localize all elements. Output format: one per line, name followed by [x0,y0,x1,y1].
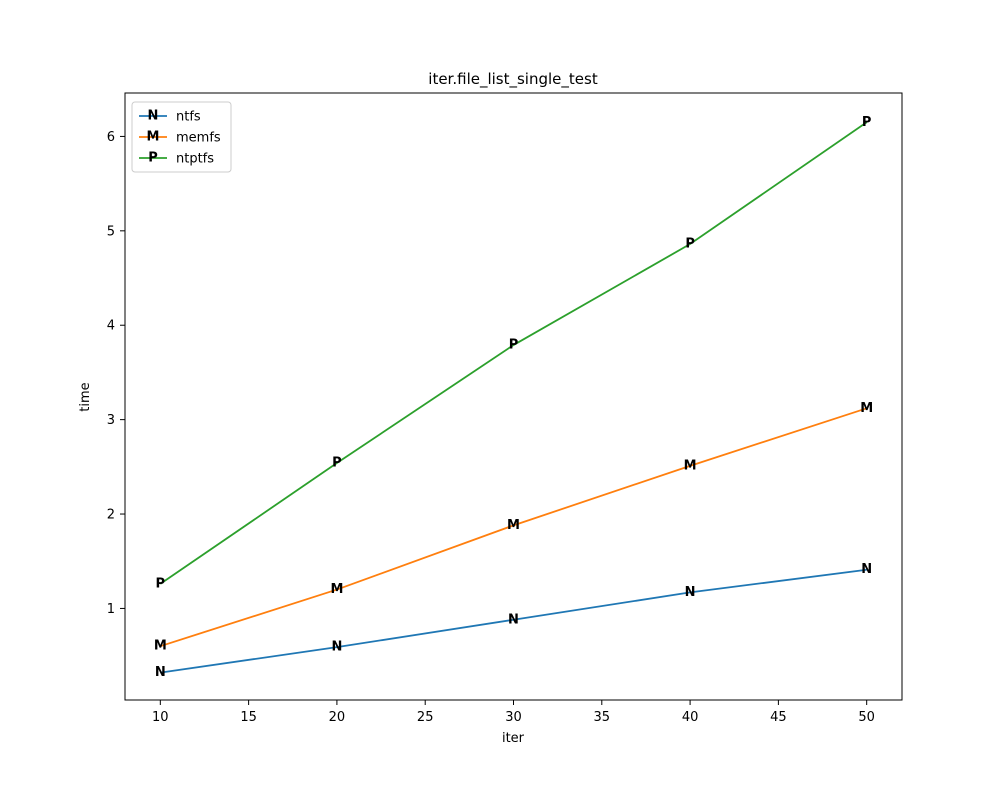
data-point-marker-ntptfs: P [509,338,519,353]
legend-label-memfs: memfs [176,131,221,146]
x-tick-label: 35 [594,710,611,725]
x-tick-label: 15 [240,710,257,725]
legend-label-ntptfs: ntptfs [176,152,214,167]
x-tick-label: 30 [505,710,522,725]
y-tick-label: 4 [107,319,115,334]
series-line-ntfs [160,568,867,674]
chart-title: iter.file_list_single_test [428,70,598,89]
data-point-marker-ntptfs: P [332,456,342,471]
y-tick-label: 3 [107,413,115,428]
y-axis-label: time [78,382,93,411]
plot-area-frame [124,92,903,701]
data-point-marker-memfs: M [860,401,873,416]
data-point-marker-ntfs: N [331,640,342,655]
series-line-memfs [160,407,867,648]
data-point-marker-memfs: M [154,639,167,654]
y-tick-label: 1 [107,602,115,617]
series-line-ntptfs [159,121,868,585]
x-axis-label: iter [502,731,525,746]
y-tick-label: 5 [107,224,115,239]
legend-marker-ntptfs: P [148,151,158,166]
x-tick-label: 10 [152,710,169,725]
legend-marker-memfs: M [147,130,160,145]
data-point-marker-memfs: M [507,518,520,533]
legend-marker-ntfs: N [148,109,159,124]
data-point-marker-ntfs: N [685,585,696,600]
y-tick-label: 2 [107,508,115,523]
x-tick-label: 40 [682,710,699,725]
data-point-marker-ntfs: N [155,665,166,680]
x-tick-label: 25 [417,710,434,725]
data-point-marker-ntfs: N [861,562,872,577]
x-tick-label: 45 [770,710,787,725]
x-tick-label: 50 [858,710,875,725]
data-point-marker-ntptfs: P [685,237,695,252]
legend-box [131,101,232,173]
data-point-marker-memfs: M [330,582,343,597]
data-point-marker-ntfs: N [508,612,519,627]
y-tick-label: 6 [107,130,115,145]
x-tick-label: 20 [329,710,346,725]
data-point-marker-ntptfs: P [156,576,166,591]
data-point-marker-ntptfs: P [862,115,872,130]
data-point-marker-memfs: M [684,458,697,473]
legend-label-ntfs: ntfs [176,110,201,125]
